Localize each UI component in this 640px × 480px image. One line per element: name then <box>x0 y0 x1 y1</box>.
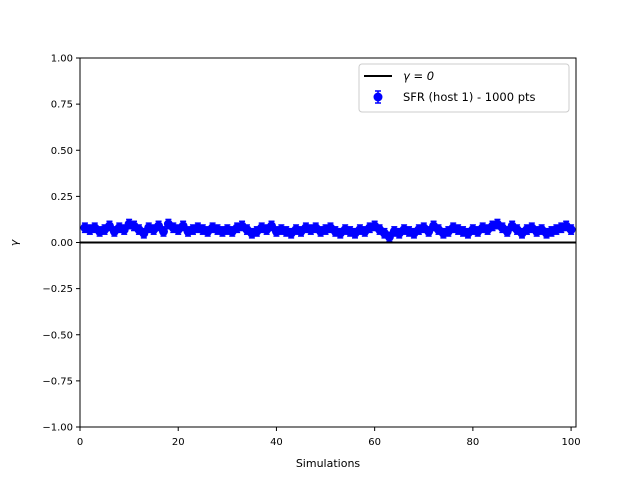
y-axis-ticks: −1.00 −0.75 −0.50 −0.25 0.00 0.25 0.50 0.75 1.00 <box>42 54 80 434</box>
data-marks <box>80 218 576 243</box>
x-tick-label: 20 <box>172 437 185 448</box>
x-tick-label: 80 <box>467 437 480 448</box>
y-tick-label: 0.00 <box>51 238 73 249</box>
y-tick-label: 0.50 <box>51 146 73 157</box>
x-tick-label: 100 <box>562 437 581 448</box>
x-axis-label: Simulations <box>296 457 361 470</box>
legend-label-series: SFR (host 1) - 1000 pts <box>403 90 536 104</box>
y-tick-label: −0.25 <box>42 284 73 295</box>
y-tick-label: 1.00 <box>51 54 73 65</box>
data-point <box>463 227 473 239</box>
y-tick-label: 0.75 <box>51 100 73 111</box>
data-point <box>566 224 576 235</box>
y-tick-label: −0.75 <box>42 376 73 387</box>
y-axis-label: γ <box>8 239 21 246</box>
legend: γ = 0 SFR (host 1) - 1000 pts <box>358 63 570 113</box>
y-tick-label: 0.25 <box>51 192 73 203</box>
legend-box <box>358 63 570 113</box>
x-axis-ticks: 0 20 40 60 80 100 <box>77 427 581 448</box>
x-tick-label: 40 <box>270 437 283 448</box>
y-tick-label: −1.00 <box>42 423 73 434</box>
data-point <box>286 227 296 239</box>
x-tick-label: 0 <box>77 437 83 448</box>
y-tick-label: −0.50 <box>42 330 73 341</box>
x-tick-label: 60 <box>368 437 381 448</box>
legend-label-reference: γ = 0 <box>403 69 434 83</box>
legend-marker-swatch <box>373 90 383 104</box>
point-marker <box>566 225 576 235</box>
